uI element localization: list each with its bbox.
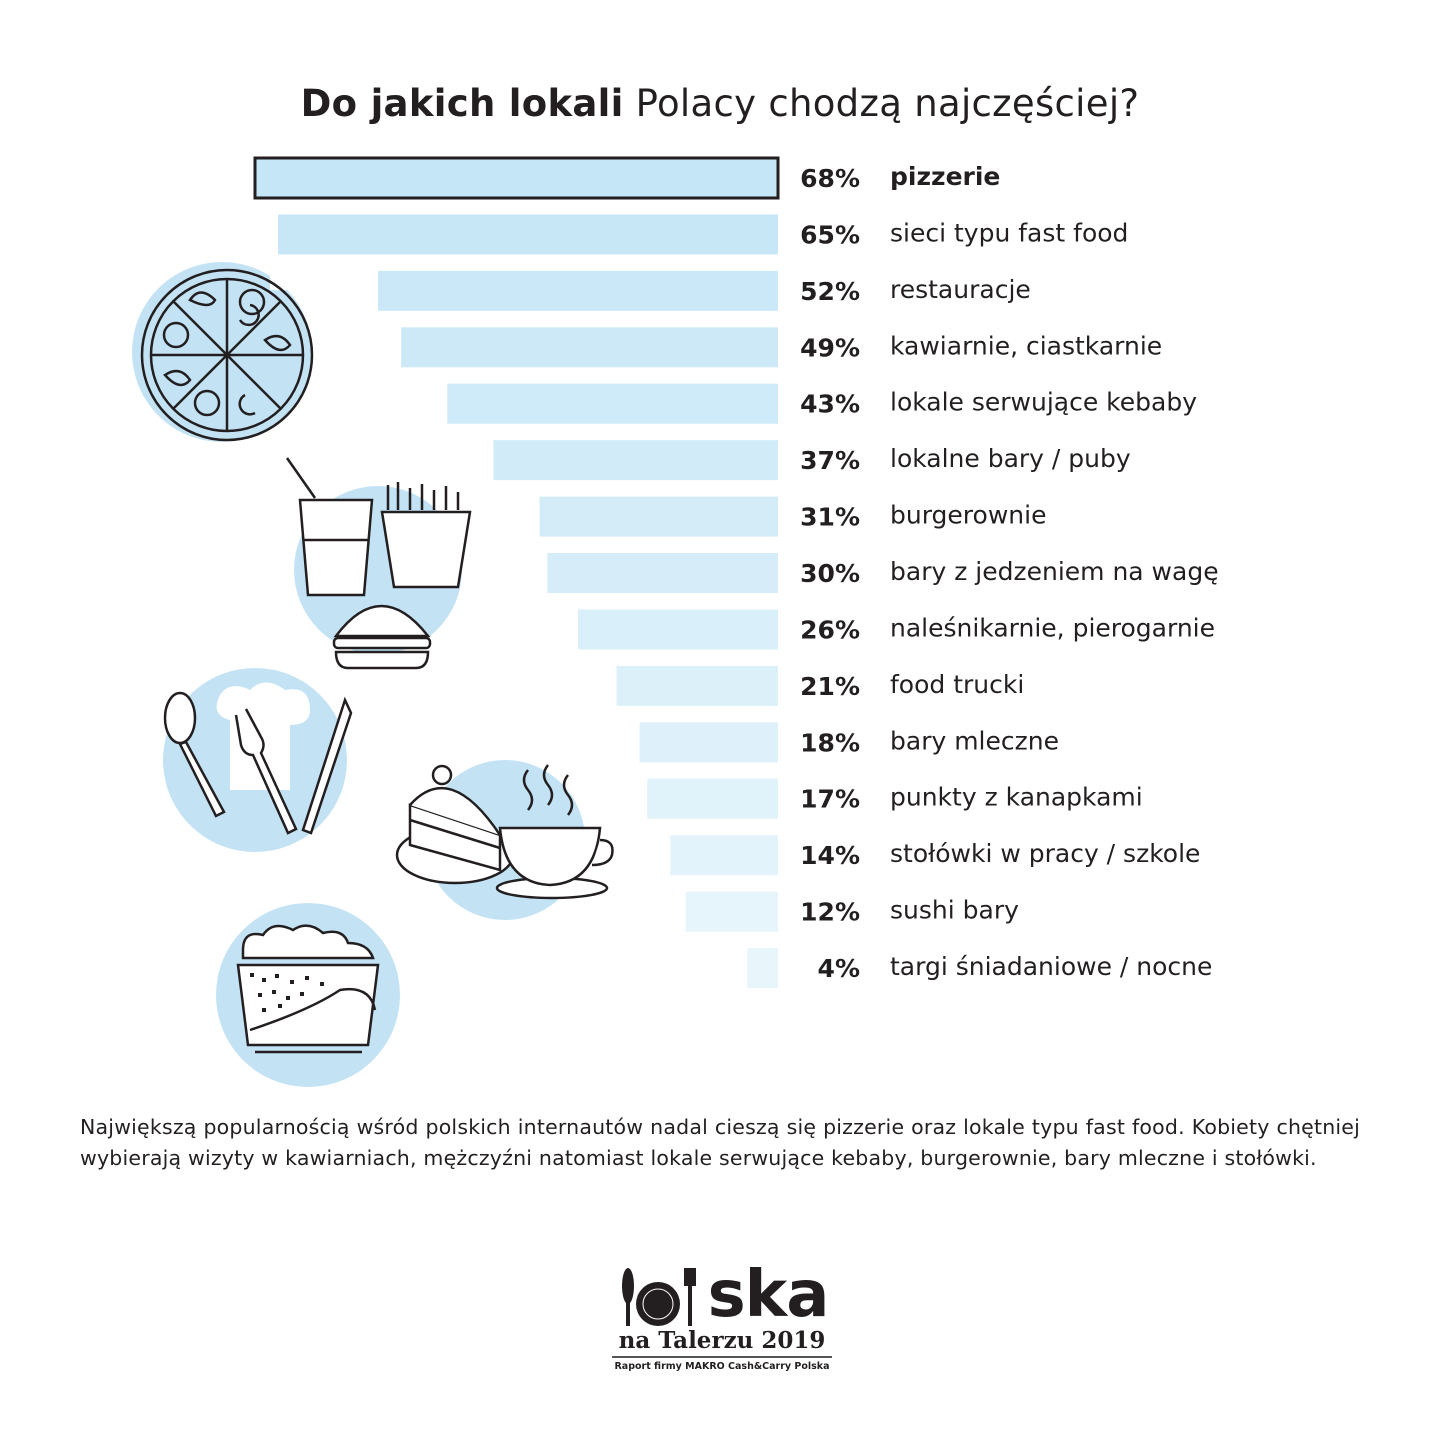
category-label: burgerownie (890, 501, 1046, 530)
value-label: 18% (800, 728, 860, 757)
bar (639, 722, 778, 763)
value-label: 26% (800, 615, 860, 644)
description-note: Największą popularnością wśród polskich … (80, 1115, 1360, 1170)
logo-main: ska (612, 1262, 832, 1328)
value-label: 37% (800, 446, 860, 475)
category-label: bary mleczne (890, 726, 1059, 755)
logo: ska na Talerzu 2019 Raport firmy MAKRO C… (612, 1262, 832, 1372)
value-label: 65% (800, 220, 860, 249)
category-label: food trucki (890, 670, 1024, 699)
bar-chart: 68% pizzerie 65% sieci typu fast food 52% res… (132, 156, 1219, 1087)
bar (278, 214, 778, 255)
value-label: 52% (800, 277, 860, 306)
category-label: sieci typu fast food (890, 218, 1128, 247)
bar (616, 665, 778, 706)
value-label: 43% (800, 390, 860, 419)
value-label: 49% (800, 333, 860, 362)
category-label: targi śniadaniowe / nocne (890, 952, 1212, 981)
title-rest: Polacy chodzą najczęściej? (623, 82, 1140, 125)
chart-title: Do jakich lokali Polacy chodzą najczęści… (0, 82, 1440, 125)
salad-bowl-icon (216, 903, 400, 1087)
cake-coffee-icon (395, 760, 614, 920)
category-label: stołówki w pracy / szkole (890, 839, 1200, 868)
bars-group: 68% pizzerie 65% sieci typu fast food 52% res… (253, 156, 1219, 989)
value-label: 17% (800, 785, 860, 814)
bar (578, 609, 778, 650)
cutlery-chef-hat-icon (163, 668, 353, 852)
bar (647, 778, 778, 819)
bar (685, 891, 778, 932)
value-label: 30% (800, 559, 860, 588)
value-label: 68% (800, 164, 860, 193)
category-label: restauracje (890, 275, 1031, 304)
category-label: pizzerie (890, 162, 1000, 191)
bar (747, 948, 778, 989)
bar (493, 440, 778, 481)
category-label: lokalne bary / puby (890, 444, 1131, 473)
value-label: 14% (800, 841, 860, 870)
category-label: sushi bary (890, 896, 1019, 925)
value-label: 12% (800, 898, 860, 927)
bar (447, 383, 778, 424)
cutlery-plate-icon (621, 1268, 696, 1326)
drink-fries-burger-icon (285, 457, 472, 670)
value-label: 4% (818, 954, 860, 983)
category-label: punkty z kanapkami (890, 783, 1143, 812)
value-label: 31% (800, 503, 860, 532)
bar (378, 270, 778, 311)
logo-subtitle: na Talerzu 2019 (612, 1328, 832, 1358)
category-label: lokale serwujące kebaby (890, 388, 1197, 417)
category-label: kawiarnie, ciastkarnie (890, 331, 1162, 360)
bar (547, 553, 778, 594)
bar (539, 496, 778, 537)
logo-source: Raport firmy MAKRO Cash&Carry Polska (614, 1361, 830, 1372)
value-label: 21% (800, 672, 860, 701)
pizza-icon (132, 250, 330, 442)
category-label: naleśnikarnie, pierogarnie (890, 613, 1215, 642)
title-bold: Do jakich lokali (300, 82, 624, 125)
bar (253, 156, 780, 200)
category-label: bary z jedzeniem na wagę (890, 557, 1219, 586)
bar (670, 835, 778, 876)
bar (401, 327, 778, 368)
